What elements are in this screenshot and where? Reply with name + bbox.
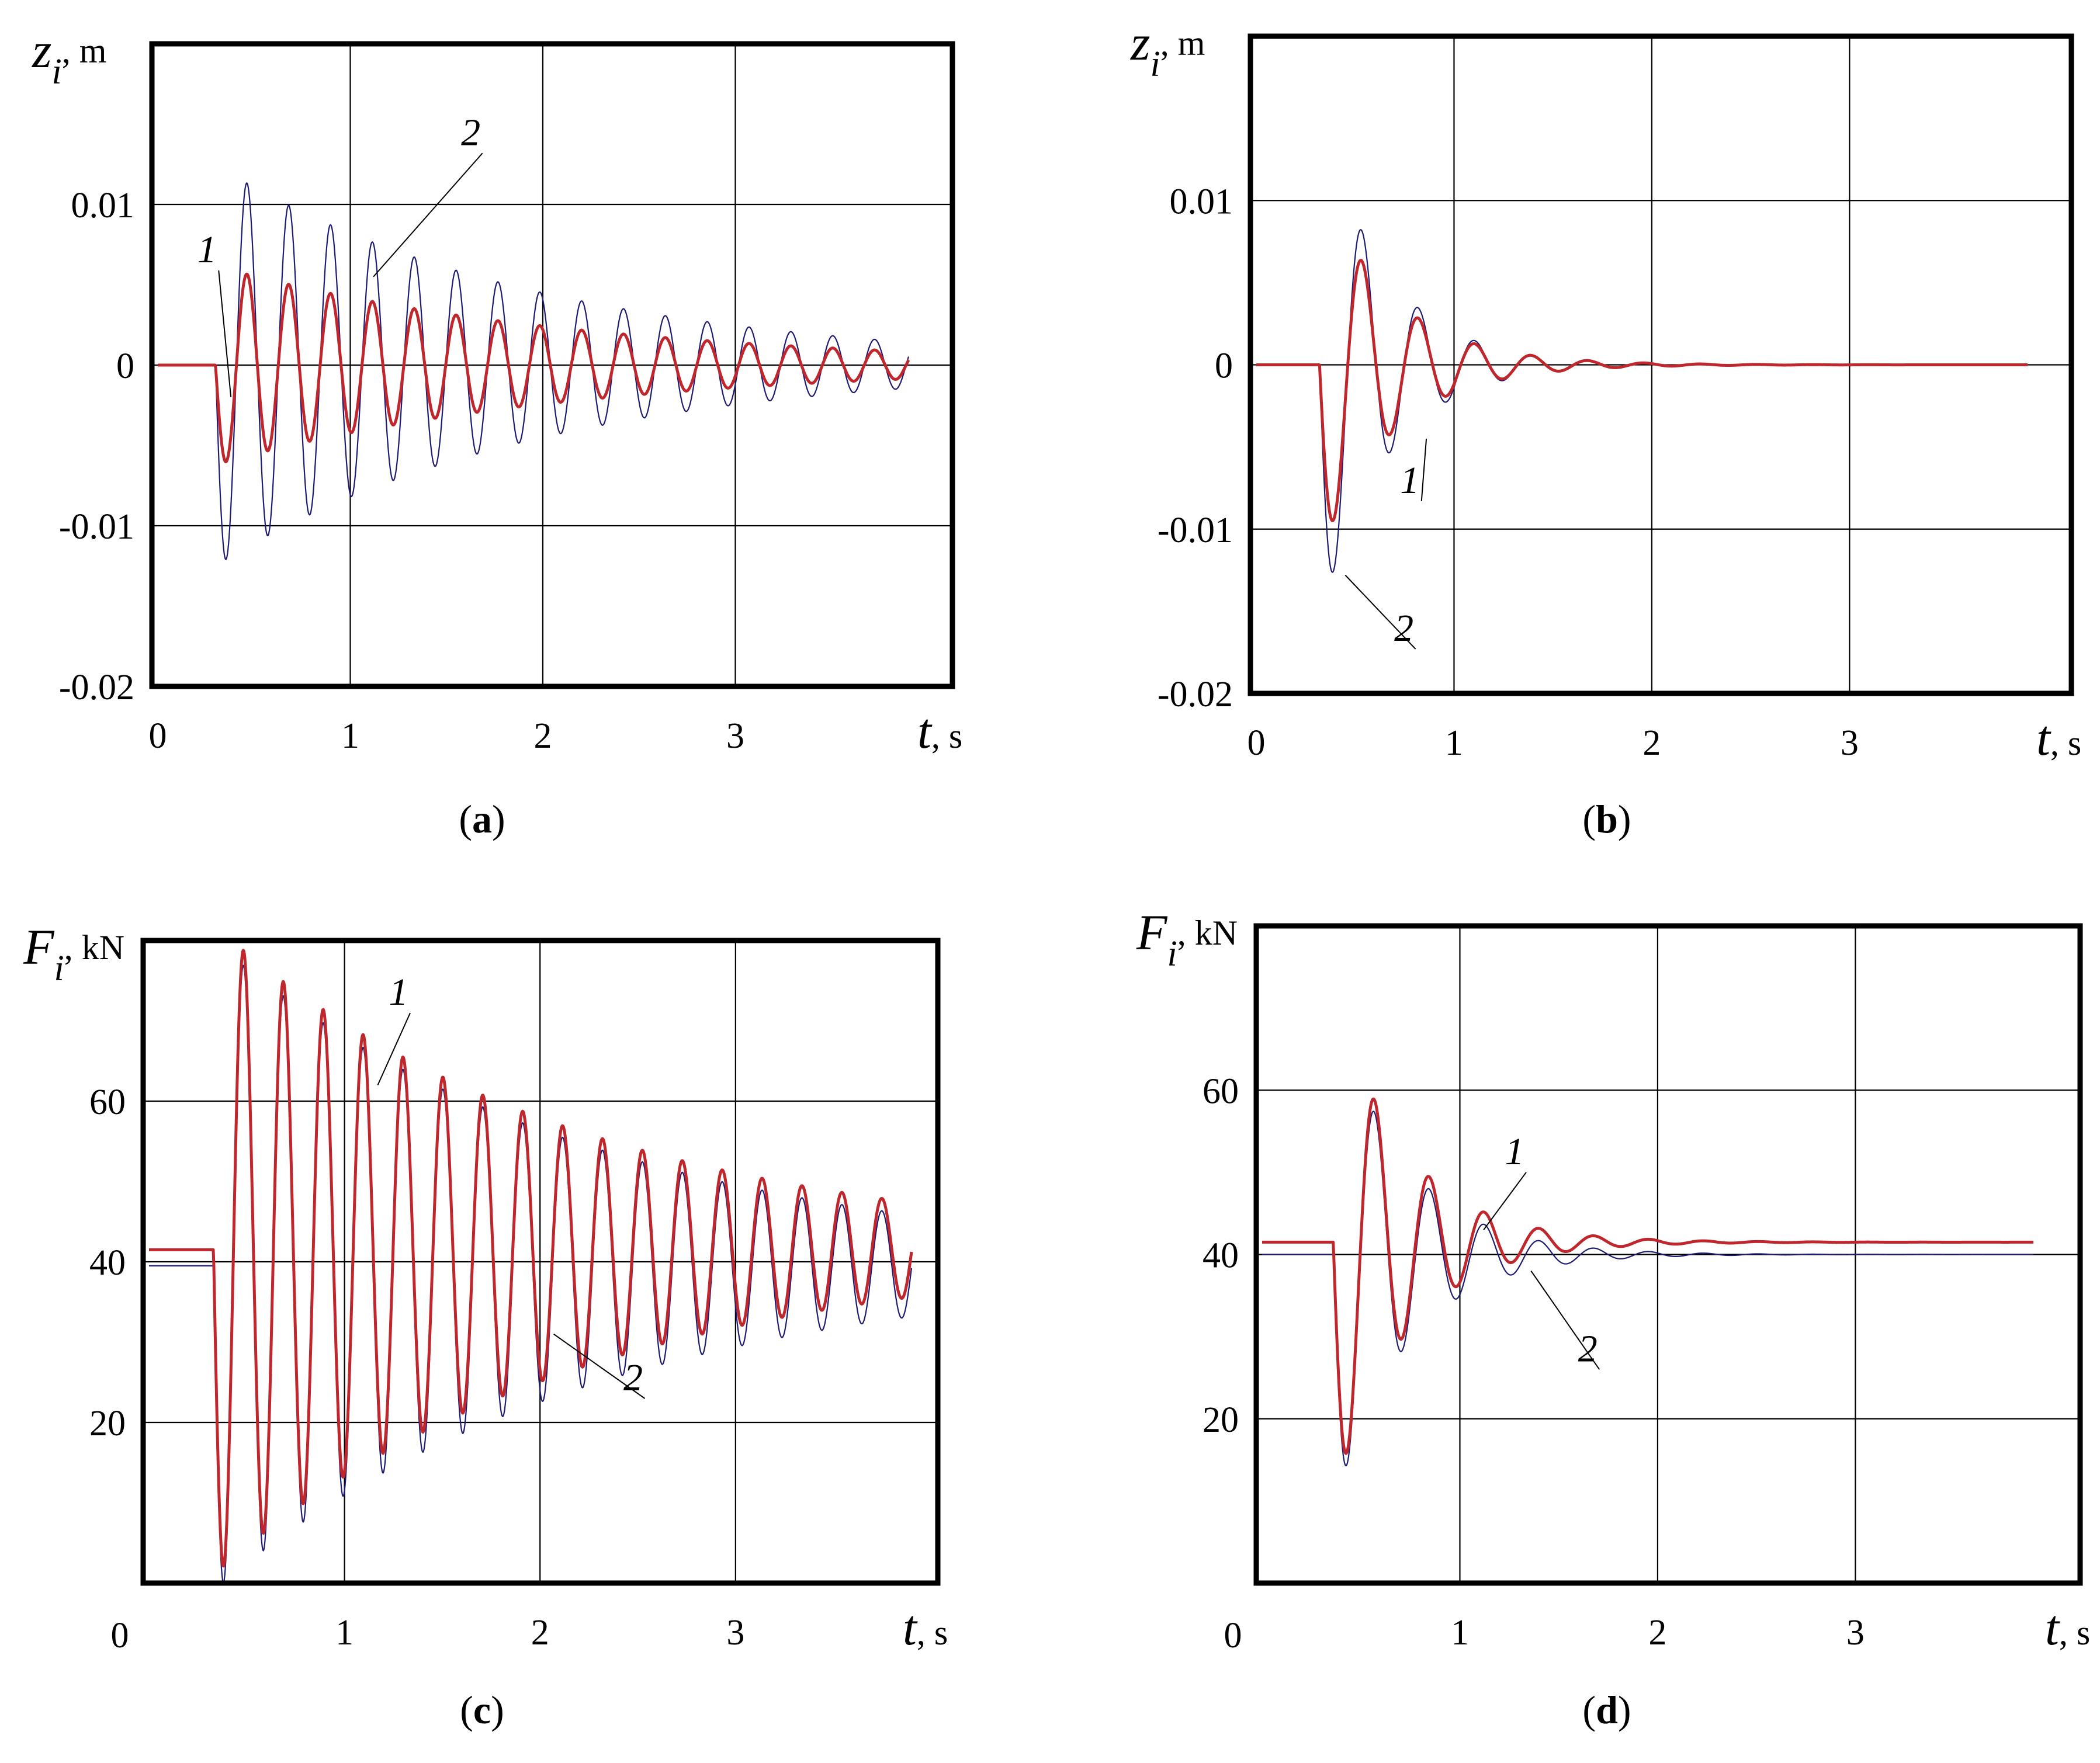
annotation-leader-2	[553, 1333, 646, 1399]
annotation-leader-2	[1530, 1271, 1600, 1370]
y-axis-label: Fi, kN	[23, 919, 124, 988]
y-tick-label: 0.01	[1170, 182, 1233, 221]
series-group	[157, 182, 910, 560]
x-tick-label: 1	[1451, 1613, 1469, 1653]
y-tick-label: 0	[116, 346, 134, 386]
x-axis-label: t, s	[903, 1599, 948, 1656]
series-line-2	[157, 182, 910, 560]
plot-frame	[1253, 923, 2083, 1586]
curve-label-1: 1	[1505, 1130, 1524, 1173]
y-axis-label: zi, m	[32, 22, 106, 92]
curve-label-1: 1	[1400, 459, 1419, 502]
x-tick-label: 3	[1846, 1613, 1865, 1653]
plot-frame	[140, 938, 941, 1586]
y-tick-label: -0.01	[1158, 511, 1233, 550]
plot-frame	[1247, 33, 2074, 696]
series-group	[148, 949, 913, 1583]
x-axis-label: t, s	[2036, 710, 2081, 766]
series-group	[1255, 229, 2029, 573]
chart-panel-d: 60 40 20 1 2 3 0 Fi, kN t, s 1 2 (d)	[1136, 904, 2090, 1732]
curve-label-2: 2	[1578, 1327, 1597, 1370]
y-tick-label: 40	[1203, 1236, 1239, 1276]
curve-label-2: 2	[623, 1356, 643, 1399]
x-tick-label: 3	[1841, 723, 1859, 763]
panel-caption: (b)	[1582, 797, 1631, 841]
curve-label-2: 2	[1394, 607, 1413, 650]
y-tick-label: -0.01	[59, 507, 134, 547]
x-tick-label: 0	[1247, 723, 1266, 763]
series-line-1	[1255, 259, 2029, 522]
x-tick-label: 2	[1648, 1613, 1666, 1653]
series-group	[1261, 1097, 2035, 1467]
y-tick-label: -0.02	[1158, 675, 1233, 714]
panel-caption: (c)	[460, 1688, 504, 1732]
y-tick-label: 0	[1215, 346, 1233, 386]
x-tick-label: 2	[531, 1613, 549, 1653]
y-tick-label: 60	[1203, 1071, 1239, 1111]
series-line-1	[1261, 1097, 2035, 1455]
x-tick-label: 1	[1445, 723, 1463, 763]
curve-label-2: 2	[461, 111, 480, 154]
chart-panel-b: 0.01 0 -0.01 -0.02 0 1 2 3 zi, m t, s 1 2 (b)	[1130, 15, 2081, 841]
x-tick-label: 3	[726, 716, 744, 756]
x-tick-label: 1	[341, 716, 359, 756]
x-tick-label: 3	[726, 1613, 744, 1653]
x-axis-label: t, s	[2045, 1599, 2090, 1656]
chart-panel-c: 60 40 20 1 2 3 0 Fi, kN t, s 1 2 (c)	[23, 919, 948, 1732]
x-tick-label: 2	[533, 716, 552, 756]
y-tick-label: 20	[1203, 1400, 1239, 1440]
x-tick-label: 0	[149, 716, 167, 756]
y-tick-label: -0.02	[59, 668, 134, 707]
annotation-leader-2	[1344, 574, 1416, 650]
panel-caption: (a)	[459, 797, 505, 841]
y-tick-label: 60	[89, 1082, 126, 1122]
series-line-1	[157, 272, 910, 464]
annotation-leader-1	[1483, 1172, 1527, 1230]
curve-label-1: 1	[389, 971, 408, 1014]
x-tick-label: 2	[1642, 723, 1661, 763]
origin-label: 0	[1224, 1616, 1242, 1656]
panel-caption: (d)	[1582, 1688, 1631, 1732]
chart-panel-a: 0.01 0 -0.01 -0.02 0 1 2 3 zi, m t, s 1 2 (a)	[32, 22, 962, 841]
origin-label: 0	[111, 1616, 129, 1656]
x-tick-label: 1	[335, 1613, 354, 1653]
plot-frame	[149, 41, 955, 689]
annotation-leader-1	[218, 270, 232, 398]
x-axis-label: t, s	[917, 703, 962, 759]
y-axis-label: Fi, kN	[1136, 904, 1238, 974]
y-axis-label: zi, m	[1130, 15, 1205, 84]
y-tick-label: 0.01	[71, 186, 135, 225]
curve-label-1: 1	[197, 228, 217, 271]
y-tick-label: 40	[89, 1243, 126, 1283]
annotation-leader-1	[1420, 438, 1427, 501]
annotation-leader-1	[377, 1012, 411, 1085]
annotation-leader-2	[373, 152, 483, 277]
y-tick-label: 20	[89, 1404, 126, 1443]
series-line-1	[148, 949, 913, 1568]
